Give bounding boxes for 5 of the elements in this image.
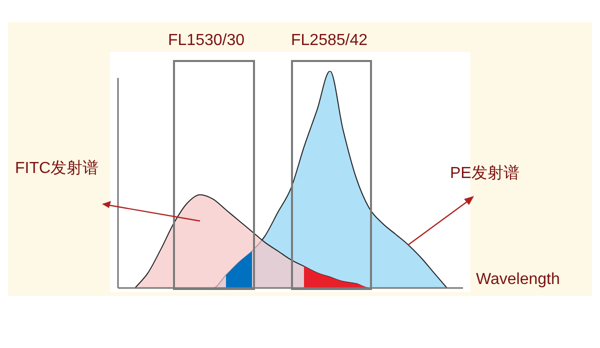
x-axis-title: Wavelength [476,271,560,289]
text: FITC发射谱 [15,158,99,179]
text: FL2585/42 [291,32,368,50]
text: FL1530/30 [168,32,245,50]
annotation: PE发射谱 [450,164,520,184]
